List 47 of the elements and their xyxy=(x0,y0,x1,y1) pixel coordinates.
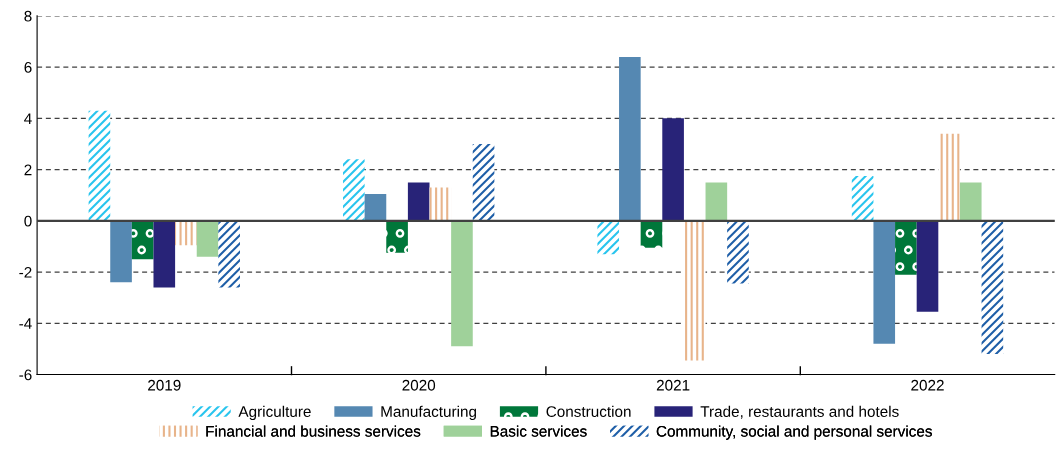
bar xyxy=(88,110,111,221)
bar xyxy=(873,220,896,344)
bar xyxy=(959,182,982,221)
x-tick-label: 2022 xyxy=(911,379,944,391)
y-tick-label: -2 xyxy=(19,266,32,278)
bar xyxy=(451,220,473,347)
bar xyxy=(110,220,132,283)
legend-label: Trade, restaurants and hotels xyxy=(700,405,899,419)
legend-label: Manufacturing xyxy=(381,405,477,421)
bar xyxy=(343,159,365,221)
bar xyxy=(662,118,684,221)
bar xyxy=(938,133,960,221)
bar xyxy=(364,193,387,221)
bar xyxy=(727,220,749,284)
y-tick-label: 4 xyxy=(24,113,32,124)
bar xyxy=(131,220,154,260)
y-tick-label: -6 xyxy=(19,369,32,381)
y-tick-label: -4 xyxy=(19,318,32,329)
bar xyxy=(640,220,663,248)
bar xyxy=(916,220,939,312)
legend-label: Agriculture xyxy=(238,405,311,421)
bar xyxy=(472,143,495,221)
y-tick-label: 0 xyxy=(24,215,32,227)
legend-label: Community, social and personal services xyxy=(656,425,932,440)
bar xyxy=(153,220,176,288)
bar xyxy=(619,56,641,221)
bar xyxy=(895,220,917,275)
bar xyxy=(683,220,706,361)
x-tick-label: 2019 xyxy=(148,379,181,391)
bar xyxy=(705,182,728,221)
y-tick-label: 8 xyxy=(24,10,32,22)
bar xyxy=(196,220,219,257)
bar xyxy=(429,187,452,221)
bar xyxy=(218,220,240,288)
y-tick-label: 2 xyxy=(24,164,32,176)
x-tick-label: 2021 xyxy=(656,379,690,391)
bar xyxy=(851,176,874,221)
legend-label: Basic services xyxy=(490,425,587,437)
bar xyxy=(407,182,430,221)
bar xyxy=(386,220,408,253)
bar xyxy=(981,220,1004,355)
y-tick-label: 6 xyxy=(24,61,32,73)
bar xyxy=(597,220,620,255)
legend-label: Construction xyxy=(546,405,631,417)
bar xyxy=(175,220,197,246)
x-tick-label: 2020 xyxy=(402,379,436,391)
legend-label: Financial and business services xyxy=(206,425,421,437)
